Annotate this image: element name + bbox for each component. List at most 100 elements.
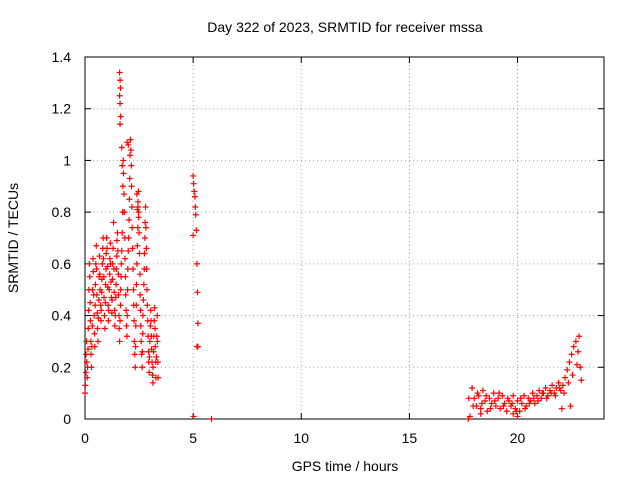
data-point	[139, 348, 146, 355]
data-point	[133, 260, 140, 267]
data-point	[120, 157, 127, 164]
data-point	[117, 85, 124, 92]
data-point	[146, 338, 153, 345]
data-point	[147, 307, 154, 314]
data-point	[194, 320, 201, 327]
data-point	[510, 410, 517, 417]
data-point	[479, 387, 486, 394]
data-point	[105, 307, 112, 314]
data-point	[122, 291, 129, 298]
data-point	[549, 382, 556, 389]
data-point	[83, 359, 90, 366]
data-point	[477, 405, 484, 412]
data-point	[465, 395, 472, 402]
data-point	[90, 268, 97, 275]
data-point	[106, 271, 113, 278]
data-point	[120, 191, 127, 198]
data-point	[137, 307, 144, 314]
data-point	[535, 397, 542, 404]
data-point	[503, 408, 510, 415]
data-point	[110, 219, 117, 226]
data-point	[190, 180, 197, 187]
data-point	[562, 374, 569, 381]
data-point	[575, 348, 582, 355]
data-point	[569, 372, 576, 379]
data-point	[82, 382, 89, 389]
y-tick-label: 1.4	[52, 49, 72, 65]
data-point	[147, 322, 154, 329]
data-point	[103, 250, 110, 257]
data-point	[567, 403, 574, 410]
data-point	[478, 400, 485, 407]
data-point	[559, 382, 566, 389]
data-point	[510, 392, 517, 399]
data-point	[548, 390, 555, 397]
data-point	[104, 245, 111, 252]
data-point	[111, 322, 118, 329]
data-point	[139, 330, 146, 337]
data-point	[99, 260, 106, 267]
data-point	[143, 266, 150, 273]
data-point	[87, 299, 94, 306]
data-point	[153, 333, 160, 340]
data-point	[125, 247, 132, 254]
data-point	[133, 281, 140, 288]
data-point	[127, 136, 134, 143]
data-point	[97, 302, 104, 309]
data-point	[518, 400, 525, 407]
data-point	[96, 271, 103, 278]
data-point	[94, 309, 101, 316]
data-point	[132, 364, 139, 371]
data-point	[131, 338, 138, 345]
data-point	[118, 144, 125, 151]
data-point	[98, 289, 105, 296]
data-point	[117, 77, 124, 84]
data-point	[117, 113, 124, 120]
data-point	[84, 374, 91, 381]
data-point	[543, 395, 550, 402]
data-point	[522, 405, 529, 412]
data-point	[93, 266, 100, 273]
data-point	[89, 286, 96, 293]
data-point	[93, 291, 100, 298]
data-point	[151, 317, 158, 324]
data-point	[129, 245, 136, 252]
data-point	[125, 235, 132, 241]
data-point	[85, 325, 92, 332]
data-point	[137, 322, 144, 329]
data-point	[530, 395, 537, 402]
y-tick-label: 1	[63, 152, 71, 168]
data-point	[85, 307, 92, 314]
data-point	[88, 351, 95, 358]
data-point	[117, 121, 124, 128]
data-point	[126, 196, 133, 203]
data-point	[477, 410, 484, 417]
data-point	[194, 289, 201, 296]
data-point	[105, 317, 112, 324]
data-point	[117, 286, 124, 293]
data-point	[150, 348, 157, 355]
data-point	[536, 387, 543, 394]
data-point	[136, 229, 143, 236]
data-point	[107, 240, 114, 247]
data-point	[115, 291, 122, 298]
data-point	[154, 359, 161, 366]
data-point	[529, 390, 536, 397]
y-tick-label: 0.4	[52, 308, 72, 324]
data-point	[119, 183, 126, 190]
data-point	[542, 384, 549, 391]
data-point	[90, 255, 97, 262]
data-point	[126, 175, 133, 182]
data-point	[520, 392, 527, 399]
data-point	[95, 297, 102, 304]
data-point	[129, 224, 136, 231]
data-point	[134, 206, 141, 213]
data-point	[526, 400, 533, 407]
data-point	[106, 286, 113, 293]
data-point	[117, 100, 124, 107]
data-point	[117, 302, 124, 309]
data-point	[116, 92, 123, 99]
data-point	[127, 147, 134, 154]
data-point	[85, 346, 92, 353]
data-point	[509, 400, 516, 407]
